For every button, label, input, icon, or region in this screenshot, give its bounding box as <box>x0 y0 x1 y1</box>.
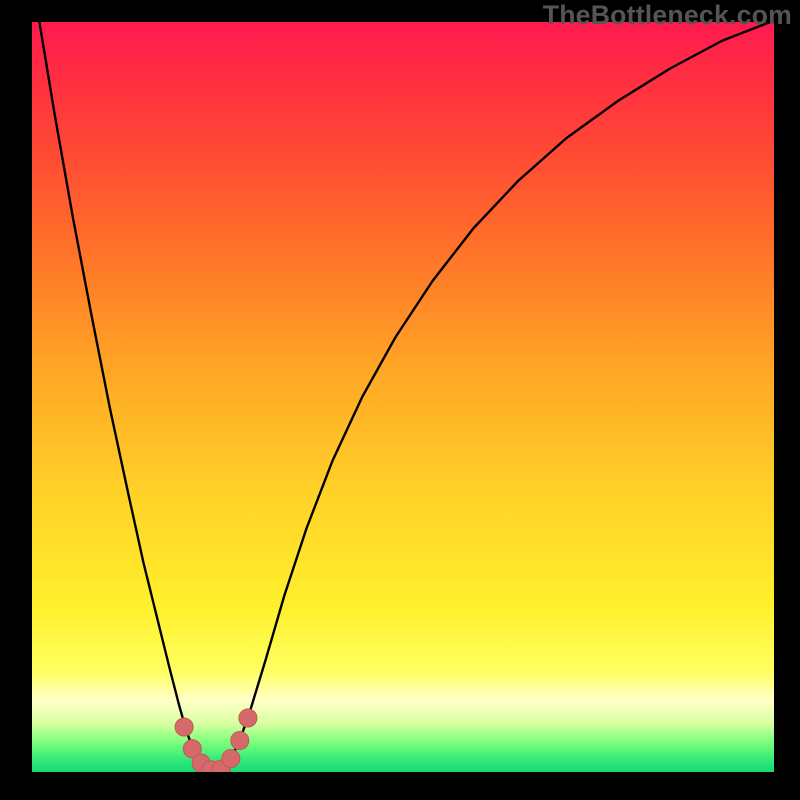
curve-marker <box>239 709 257 727</box>
curve-marker <box>222 750 240 768</box>
watermark-text: TheBottleneck.com <box>543 0 792 31</box>
curve-marker <box>175 718 193 736</box>
curve-marker <box>231 732 249 750</box>
chart-frame: TheBottleneck.com <box>0 0 800 800</box>
gradient-background <box>32 22 774 772</box>
chart-svg <box>32 22 774 772</box>
plot-area <box>32 22 774 772</box>
